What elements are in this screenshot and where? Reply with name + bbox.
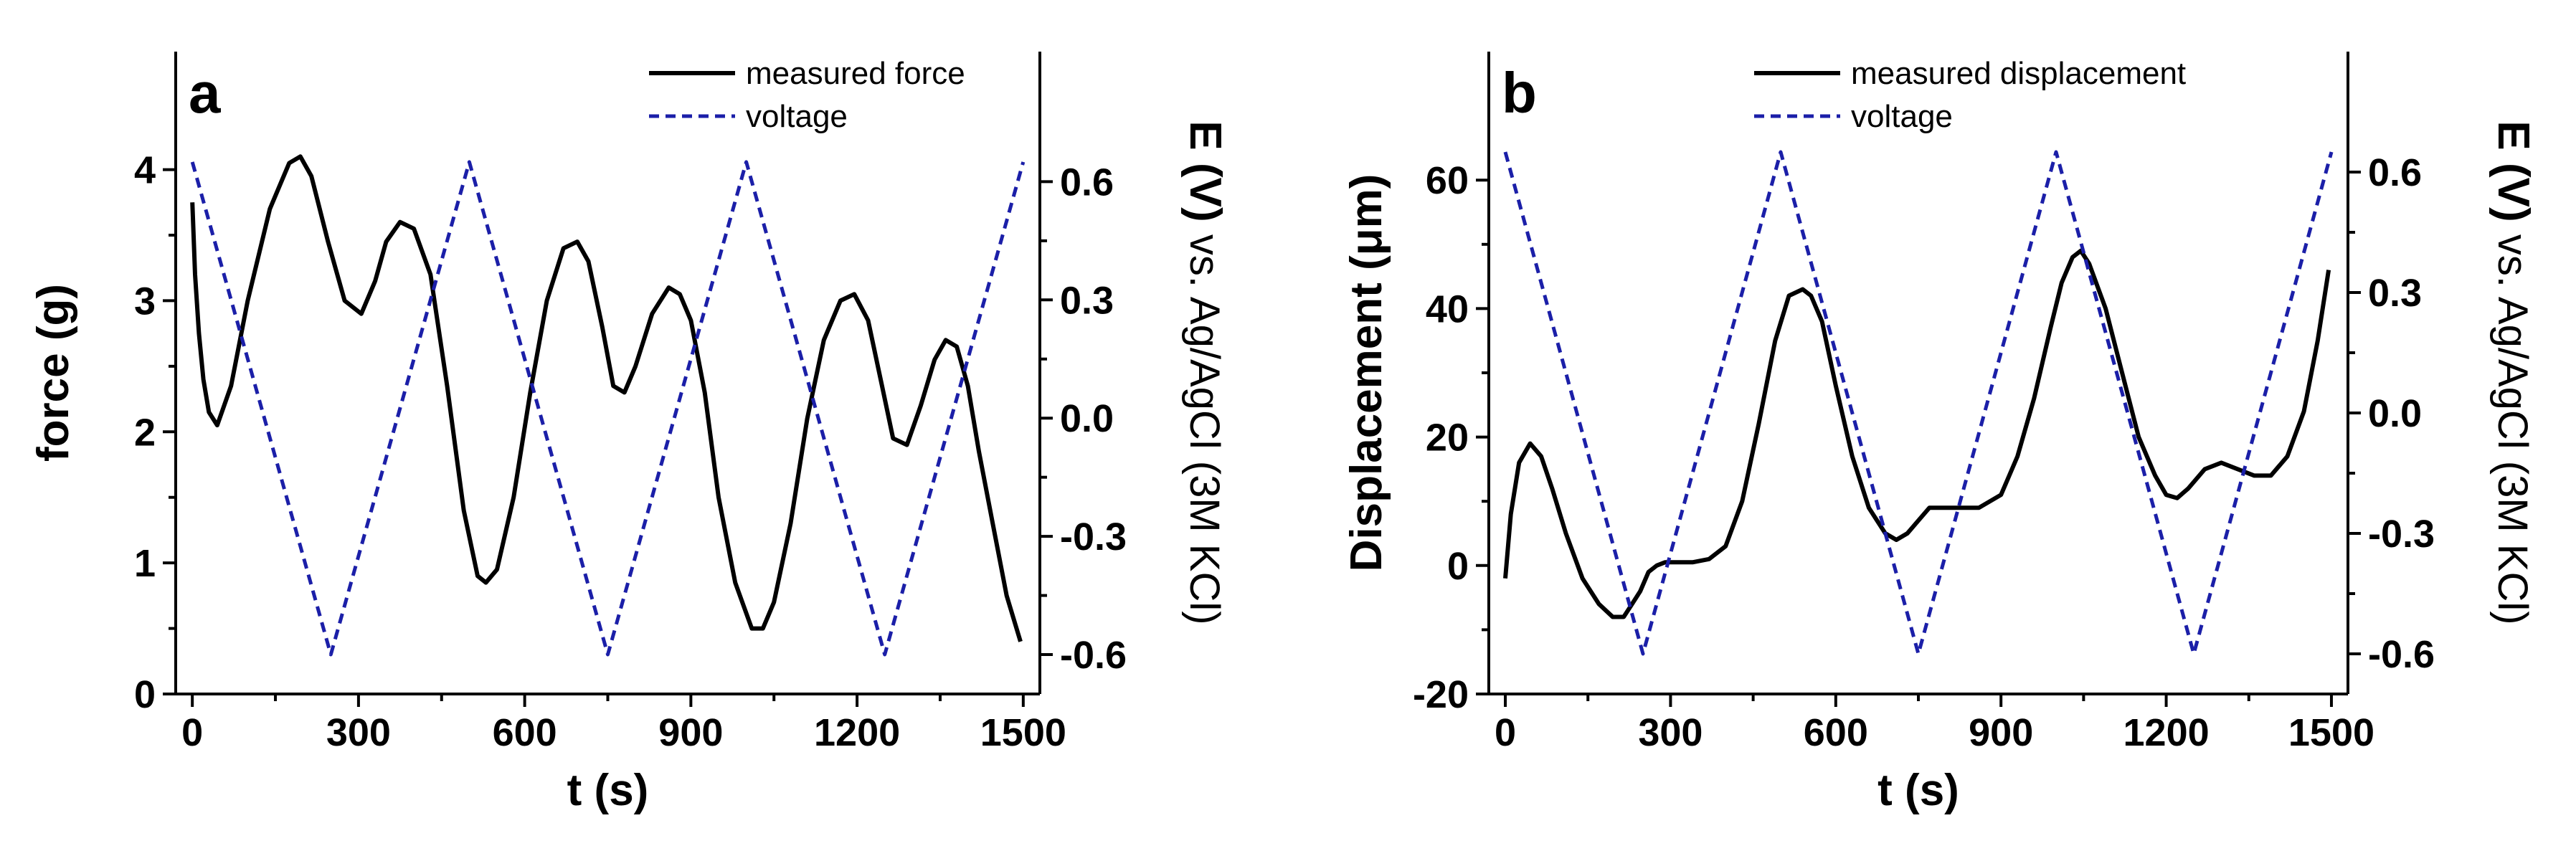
y2-tick-label: -0.6 — [1060, 634, 1127, 677]
x-tick-label: 900 — [658, 711, 723, 754]
y-tick-label: 20 — [1426, 417, 1469, 460]
x-tick-label: 1500 — [980, 711, 1066, 754]
x-tick-label: 0 — [181, 711, 203, 754]
y2-tick-label: -0.3 — [2368, 513, 2435, 556]
y2-axis-title-bold: E (V) — [2489, 120, 2538, 234]
y2-tick-label: 0.6 — [2368, 151, 2422, 194]
voltage-series-line — [1503, 150, 2334, 656]
legend-label: voltage — [746, 99, 848, 134]
legend-label: measured displacement — [1851, 56, 2186, 91]
y2-axis-title-bold: E (V) — [1180, 120, 1230, 234]
x-tick-label: 300 — [1638, 711, 1703, 754]
chart-panel-a: 0 300 600 900 1200 1500 0 1 2 3 4 -0.6 -0.3 0.0 0.3 0.6… — [29, 52, 1230, 815]
panel-letter: b — [1502, 61, 1537, 125]
x-tick-label: 600 — [493, 711, 557, 754]
x-tick-label: 1200 — [2123, 711, 2210, 754]
y-axis-title: force (g) — [29, 284, 78, 462]
y2-tick-label: 0.0 — [1060, 397, 1114, 440]
y-tick-label: 60 — [1426, 159, 1469, 202]
x-tick-label: 1200 — [814, 711, 900, 754]
y2-tick-label: -0.6 — [2368, 633, 2435, 676]
y-tick-label: 1 — [134, 542, 156, 585]
y2-tick-label: 0.6 — [1060, 161, 1114, 204]
y2-axis-title-rest: vs. Ag/AgCl (3M KCl) — [2489, 234, 2536, 625]
y2-tick-label: 0.3 — [2368, 272, 2422, 315]
x-tick-label: 900 — [1969, 711, 2033, 754]
x-tick-label: 600 — [1804, 711, 1868, 754]
y2-tick-label: 0.3 — [1060, 279, 1114, 322]
y-tick-label: -20 — [1413, 673, 1469, 716]
y-tick-label: 0 — [134, 673, 156, 716]
y-tick-label: 0 — [1447, 545, 1469, 588]
y-tick-label: 2 — [134, 411, 156, 454]
y2-tick-label: -0.3 — [1060, 515, 1127, 558]
y-tick-label: 4 — [134, 149, 156, 192]
x-tick-label: 1500 — [2288, 711, 2374, 754]
measured-series-line — [190, 154, 1023, 642]
x-tick-label: 0 — [1495, 711, 1516, 754]
panel-letter: a — [189, 61, 221, 125]
chart-panel-b: 0 300 600 900 1200 1500 -20 0 20 40 60 -0.6 -0.3 0.0 0… — [1342, 52, 2538, 815]
x-tick-label: 300 — [326, 711, 391, 754]
y2-tick-label: 0.0 — [2368, 392, 2422, 435]
legend-label: voltage — [1851, 99, 1953, 134]
y-tick-label: 3 — [134, 280, 156, 323]
legend-label: measured force — [746, 56, 965, 91]
y-tick-label: 40 — [1426, 287, 1469, 331]
measured-series-line — [1503, 248, 2331, 619]
y2-axis-title-rest: vs. Ag/AgCl (3M KCl) — [1181, 234, 1228, 625]
x-axis-title: t (s) — [1877, 766, 1959, 815]
y2-axis-title: E (V) vs. Ag/AgCl (3M KCl) — [1180, 120, 1230, 624]
x-axis-title: t (s) — [567, 766, 649, 815]
voltage-series-line — [190, 160, 1026, 657]
y-axis-title: Displacement (μm) — [1342, 174, 1391, 572]
y2-axis-title: E (V) vs. Ag/AgCl (3M KCl) — [2489, 120, 2538, 624]
